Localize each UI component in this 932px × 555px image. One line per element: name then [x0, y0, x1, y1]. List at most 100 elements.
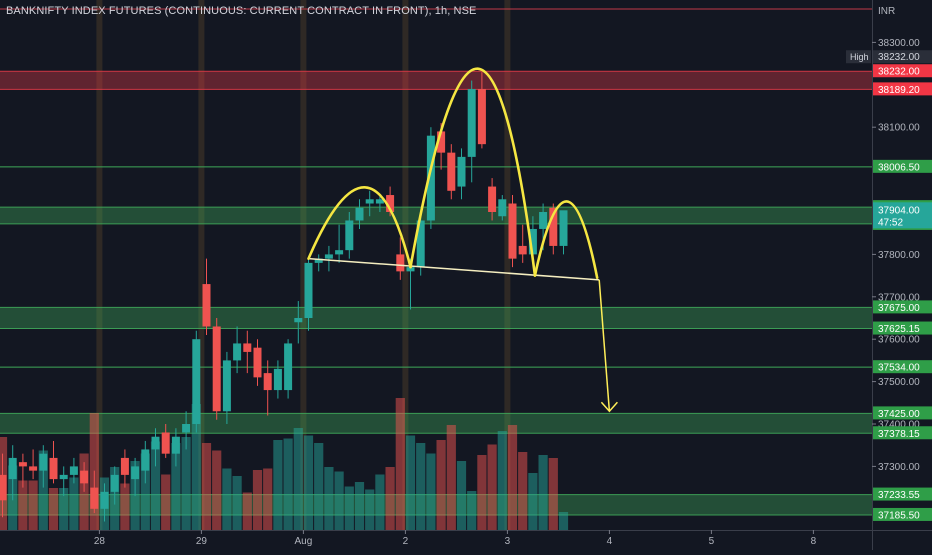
high-value-text: 38232.00 [878, 52, 920, 63]
price-label-text: 37185.50 [878, 510, 920, 521]
price-label-bg [873, 426, 932, 440]
price-label-bg [873, 64, 932, 78]
candle-body [294, 318, 303, 323]
volume-bar [201, 443, 212, 530]
volume-bar [140, 453, 150, 530]
candle-body [141, 449, 150, 471]
volume-bar [558, 512, 569, 530]
candle-body [447, 152, 456, 191]
projection-arrow-head [600, 401, 618, 413]
candle-body [182, 424, 191, 433]
volume-bar [181, 437, 191, 530]
volume-bar [395, 398, 405, 530]
price-label-bg [873, 487, 932, 501]
volume-bar [507, 425, 518, 530]
price-label-bg [873, 300, 932, 314]
zone-rect [0, 71, 872, 90]
x-tick-label: 4 [607, 536, 613, 547]
volume-bar [263, 468, 273, 530]
currency-label: INR [878, 6, 895, 17]
candle-body [80, 470, 89, 484]
candle-body [365, 199, 374, 204]
volume-bar [405, 435, 416, 530]
time-axis[interactable] [0, 530, 872, 550]
volume-bar [365, 489, 375, 530]
candle-body [528, 228, 537, 255]
volume-bar [375, 474, 385, 530]
candle-body [233, 343, 242, 361]
volume-bar [538, 455, 548, 530]
volume-bar [518, 452, 528, 530]
high-tag-bg [846, 50, 871, 64]
volume-bar [232, 476, 242, 530]
session-band [96, 0, 103, 530]
candle-body [131, 466, 140, 480]
volume-bar [436, 440, 446, 530]
volume-bar [416, 443, 426, 530]
x-tick-label: 2 [403, 536, 409, 547]
volume-bar [273, 440, 283, 530]
volume-bar [324, 467, 334, 530]
candle-body [518, 245, 527, 255]
y-tick-label: 37700.00 [878, 292, 920, 303]
candle-body [375, 199, 384, 204]
candle-body [345, 220, 354, 251]
volume-bar [385, 467, 395, 530]
price-label-text: 37625.15 [878, 324, 920, 335]
x-tick-label: 28 [94, 536, 106, 547]
candle-body [488, 186, 497, 212]
volume-bar [222, 468, 232, 530]
y-tick-label: 37400.00 [878, 420, 920, 431]
session-band [504, 0, 511, 530]
price-label-text: 37378.15 [878, 429, 920, 440]
volume-bar [334, 471, 344, 530]
price-label-text: 37233.55 [878, 490, 920, 501]
candle-body [171, 436, 180, 454]
candle-body [202, 284, 211, 327]
volume-bar [191, 404, 201, 530]
candle-body [386, 195, 395, 212]
price-label-bg [873, 159, 932, 173]
candle-body [284, 343, 293, 391]
candle-body [212, 326, 221, 412]
head-arc [409, 67, 537, 277]
volume-bar [314, 443, 324, 530]
candle-body [457, 156, 466, 187]
countdown-text: 47:52 [878, 217, 903, 228]
volume-bar [283, 438, 293, 530]
y-tick-label: 37500.00 [878, 377, 920, 388]
candle-body [100, 491, 109, 509]
volume-bar [69, 477, 79, 530]
session-band [300, 0, 307, 530]
price-label-bg [873, 406, 932, 420]
price-label-text: 37425.00 [878, 409, 920, 420]
volume-bar [161, 474, 171, 530]
x-tick-label: 5 [709, 536, 715, 547]
price-label-text: 37534.00 [878, 363, 920, 374]
volume-bar [28, 480, 38, 530]
candle-body [406, 267, 415, 272]
y-tick-label: 37600.00 [878, 335, 920, 346]
high-tag: High [850, 52, 869, 62]
volume-bar [242, 492, 252, 530]
candle-body [29, 466, 38, 471]
price-label-bg [873, 321, 932, 335]
candle-body [539, 212, 548, 229]
candle-body [559, 210, 568, 246]
candle-body [263, 373, 272, 391]
x-tick-label: 3 [505, 536, 511, 547]
candle-body [0, 474, 7, 501]
volume-bar [467, 491, 477, 530]
x-tick-label: Aug [295, 536, 313, 547]
candle-body [396, 254, 405, 272]
candle-body [151, 436, 160, 450]
candle-body [335, 250, 344, 255]
session-band [198, 0, 205, 530]
price-label-bg [873, 82, 932, 96]
y-tick-label: 37800.00 [878, 250, 920, 261]
volume-bar [354, 482, 365, 530]
price-label-text: 38189.20 [878, 85, 920, 96]
candle-body [508, 203, 517, 259]
candle-body [253, 347, 262, 378]
